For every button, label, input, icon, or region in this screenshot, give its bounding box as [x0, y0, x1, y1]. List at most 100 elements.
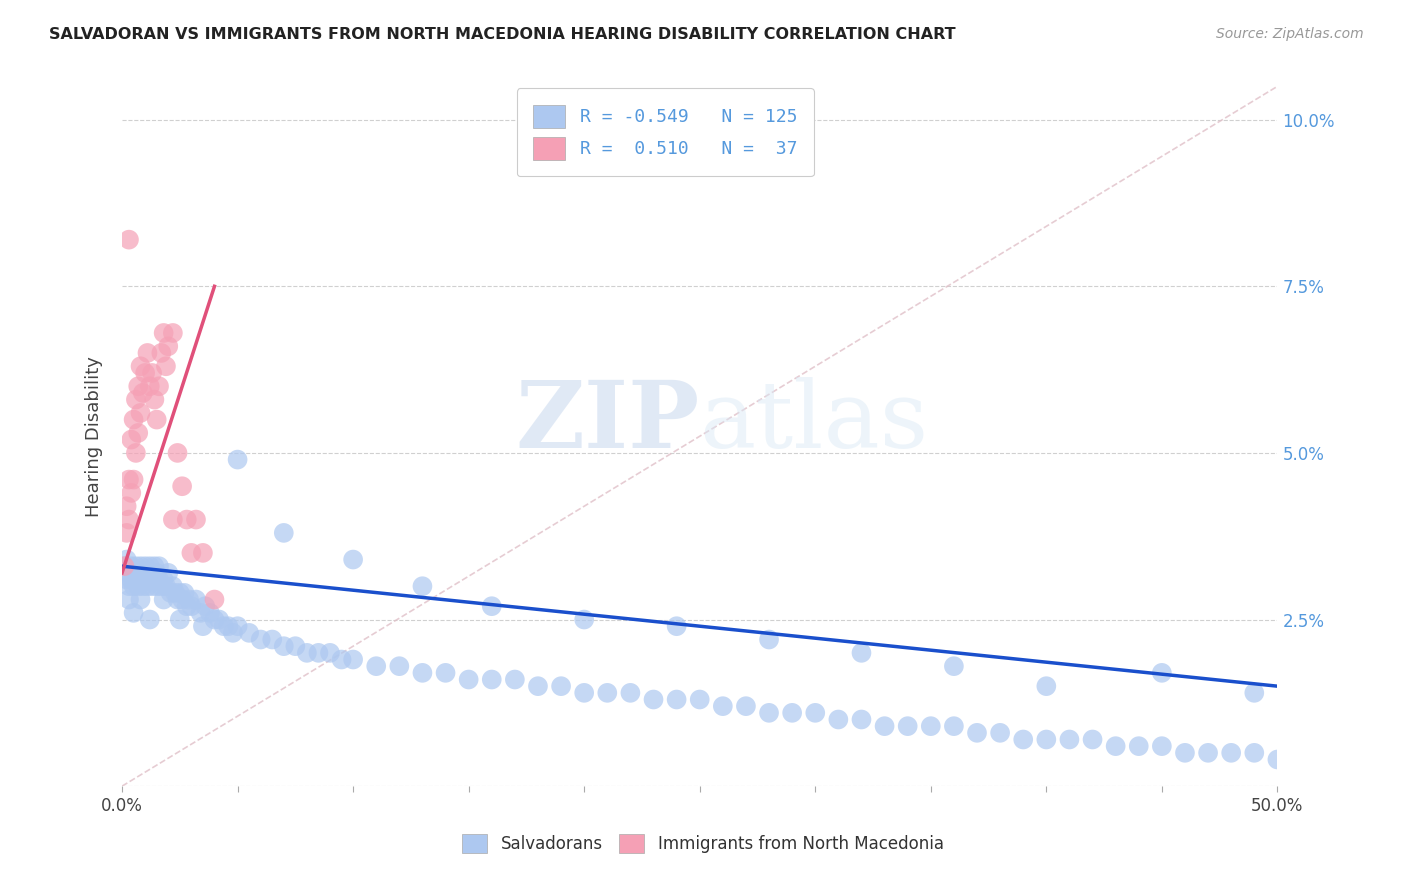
Salvadorans	[115, 573, 138, 587]
Immigrants from North Macedonia	[118, 233, 141, 247]
Salvadorans	[873, 719, 896, 733]
Salvadorans	[145, 566, 167, 580]
Salvadorans	[330, 652, 353, 666]
Salvadorans	[262, 632, 284, 647]
Text: SALVADORAN VS IMMIGRANTS FROM NORTH MACEDONIA HEARING DISABILITY CORRELATION CHA: SALVADORAN VS IMMIGRANTS FROM NORTH MACE…	[49, 27, 956, 42]
Immigrants from North Macedonia	[172, 479, 194, 493]
Salvadorans	[143, 559, 166, 574]
Salvadorans	[169, 613, 191, 627]
Salvadorans	[758, 706, 780, 720]
Salvadorans	[572, 686, 595, 700]
Salvadorans	[169, 586, 191, 600]
Salvadorans	[619, 686, 641, 700]
Salvadorans	[758, 632, 780, 647]
Salvadorans	[920, 719, 942, 733]
Salvadorans	[572, 613, 595, 627]
Salvadorans	[284, 639, 307, 653]
Salvadorans	[129, 559, 152, 574]
Salvadorans	[204, 613, 226, 627]
Salvadorans	[148, 573, 170, 587]
Salvadorans	[115, 552, 138, 566]
Salvadorans	[942, 719, 965, 733]
Salvadorans	[342, 552, 364, 566]
Immigrants from North Macedonia	[127, 379, 149, 393]
Salvadorans	[150, 579, 173, 593]
Y-axis label: Hearing Disability: Hearing Disability	[86, 356, 103, 516]
Salvadorans	[735, 699, 758, 714]
Salvadorans	[191, 619, 214, 633]
Salvadorans	[127, 579, 149, 593]
Salvadorans	[172, 592, 194, 607]
Salvadorans	[643, 692, 665, 706]
Immigrants from North Macedonia	[122, 473, 145, 487]
Salvadorans	[139, 573, 162, 587]
Immigrants from North Macedonia	[115, 525, 138, 540]
Immigrants from North Macedonia	[118, 512, 141, 526]
Salvadorans	[851, 646, 873, 660]
Salvadorans	[226, 452, 249, 467]
Salvadorans	[596, 686, 619, 700]
Immigrants from North Macedonia	[112, 559, 135, 574]
Immigrants from North Macedonia	[118, 473, 141, 487]
Salvadorans	[122, 579, 145, 593]
Immigrants from North Macedonia	[184, 512, 207, 526]
Immigrants from North Macedonia	[129, 359, 152, 374]
Immigrants from North Macedonia	[139, 379, 162, 393]
Salvadorans	[226, 619, 249, 633]
Salvadorans	[194, 599, 217, 614]
Salvadorans	[827, 713, 849, 727]
Immigrants from North Macedonia	[191, 546, 214, 560]
Salvadorans	[897, 719, 920, 733]
Salvadorans	[222, 625, 245, 640]
Salvadorans	[118, 566, 141, 580]
Salvadorans	[145, 579, 167, 593]
Salvadorans	[127, 566, 149, 580]
Salvadorans	[550, 679, 572, 693]
Text: Source: ZipAtlas.com: Source: ZipAtlas.com	[1216, 27, 1364, 41]
Salvadorans	[165, 586, 187, 600]
Immigrants from North Macedonia	[176, 512, 198, 526]
Salvadorans	[665, 692, 688, 706]
Salvadorans	[481, 599, 503, 614]
Salvadorans	[1081, 732, 1104, 747]
Salvadorans	[804, 706, 827, 720]
Salvadorans	[411, 665, 433, 680]
Salvadorans	[166, 592, 188, 607]
Salvadorans	[966, 726, 988, 740]
Salvadorans	[152, 592, 174, 607]
Salvadorans	[1220, 746, 1243, 760]
Salvadorans	[503, 673, 526, 687]
Salvadorans	[851, 713, 873, 727]
Salvadorans	[148, 559, 170, 574]
Salvadorans	[1174, 746, 1197, 760]
Salvadorans	[159, 586, 181, 600]
Salvadorans	[198, 606, 221, 620]
Text: atlas: atlas	[700, 377, 929, 467]
Immigrants from North Macedonia	[150, 346, 173, 360]
Salvadorans	[125, 573, 148, 587]
Immigrants from North Macedonia	[162, 512, 184, 526]
Salvadorans	[155, 579, 177, 593]
Salvadorans	[122, 566, 145, 580]
Salvadorans	[1059, 732, 1081, 747]
Immigrants from North Macedonia	[141, 366, 163, 380]
Salvadorans	[1197, 746, 1219, 760]
Salvadorans	[988, 726, 1011, 740]
Immigrants from North Macedonia	[125, 446, 148, 460]
Immigrants from North Macedonia	[155, 359, 177, 374]
Salvadorans	[342, 652, 364, 666]
Immigrants from North Macedonia	[120, 433, 142, 447]
Immigrants from North Macedonia	[148, 379, 170, 393]
Salvadorans	[689, 692, 711, 706]
Salvadorans	[711, 699, 734, 714]
Salvadorans	[481, 673, 503, 687]
Salvadorans	[1012, 732, 1035, 747]
Immigrants from North Macedonia	[166, 446, 188, 460]
Immigrants from North Macedonia	[180, 546, 202, 560]
Salvadorans	[1150, 739, 1173, 753]
Immigrants from North Macedonia	[143, 392, 166, 407]
Salvadorans	[120, 573, 142, 587]
Salvadorans	[780, 706, 803, 720]
Salvadorans	[249, 632, 271, 647]
Text: ZIP: ZIP	[516, 377, 700, 467]
